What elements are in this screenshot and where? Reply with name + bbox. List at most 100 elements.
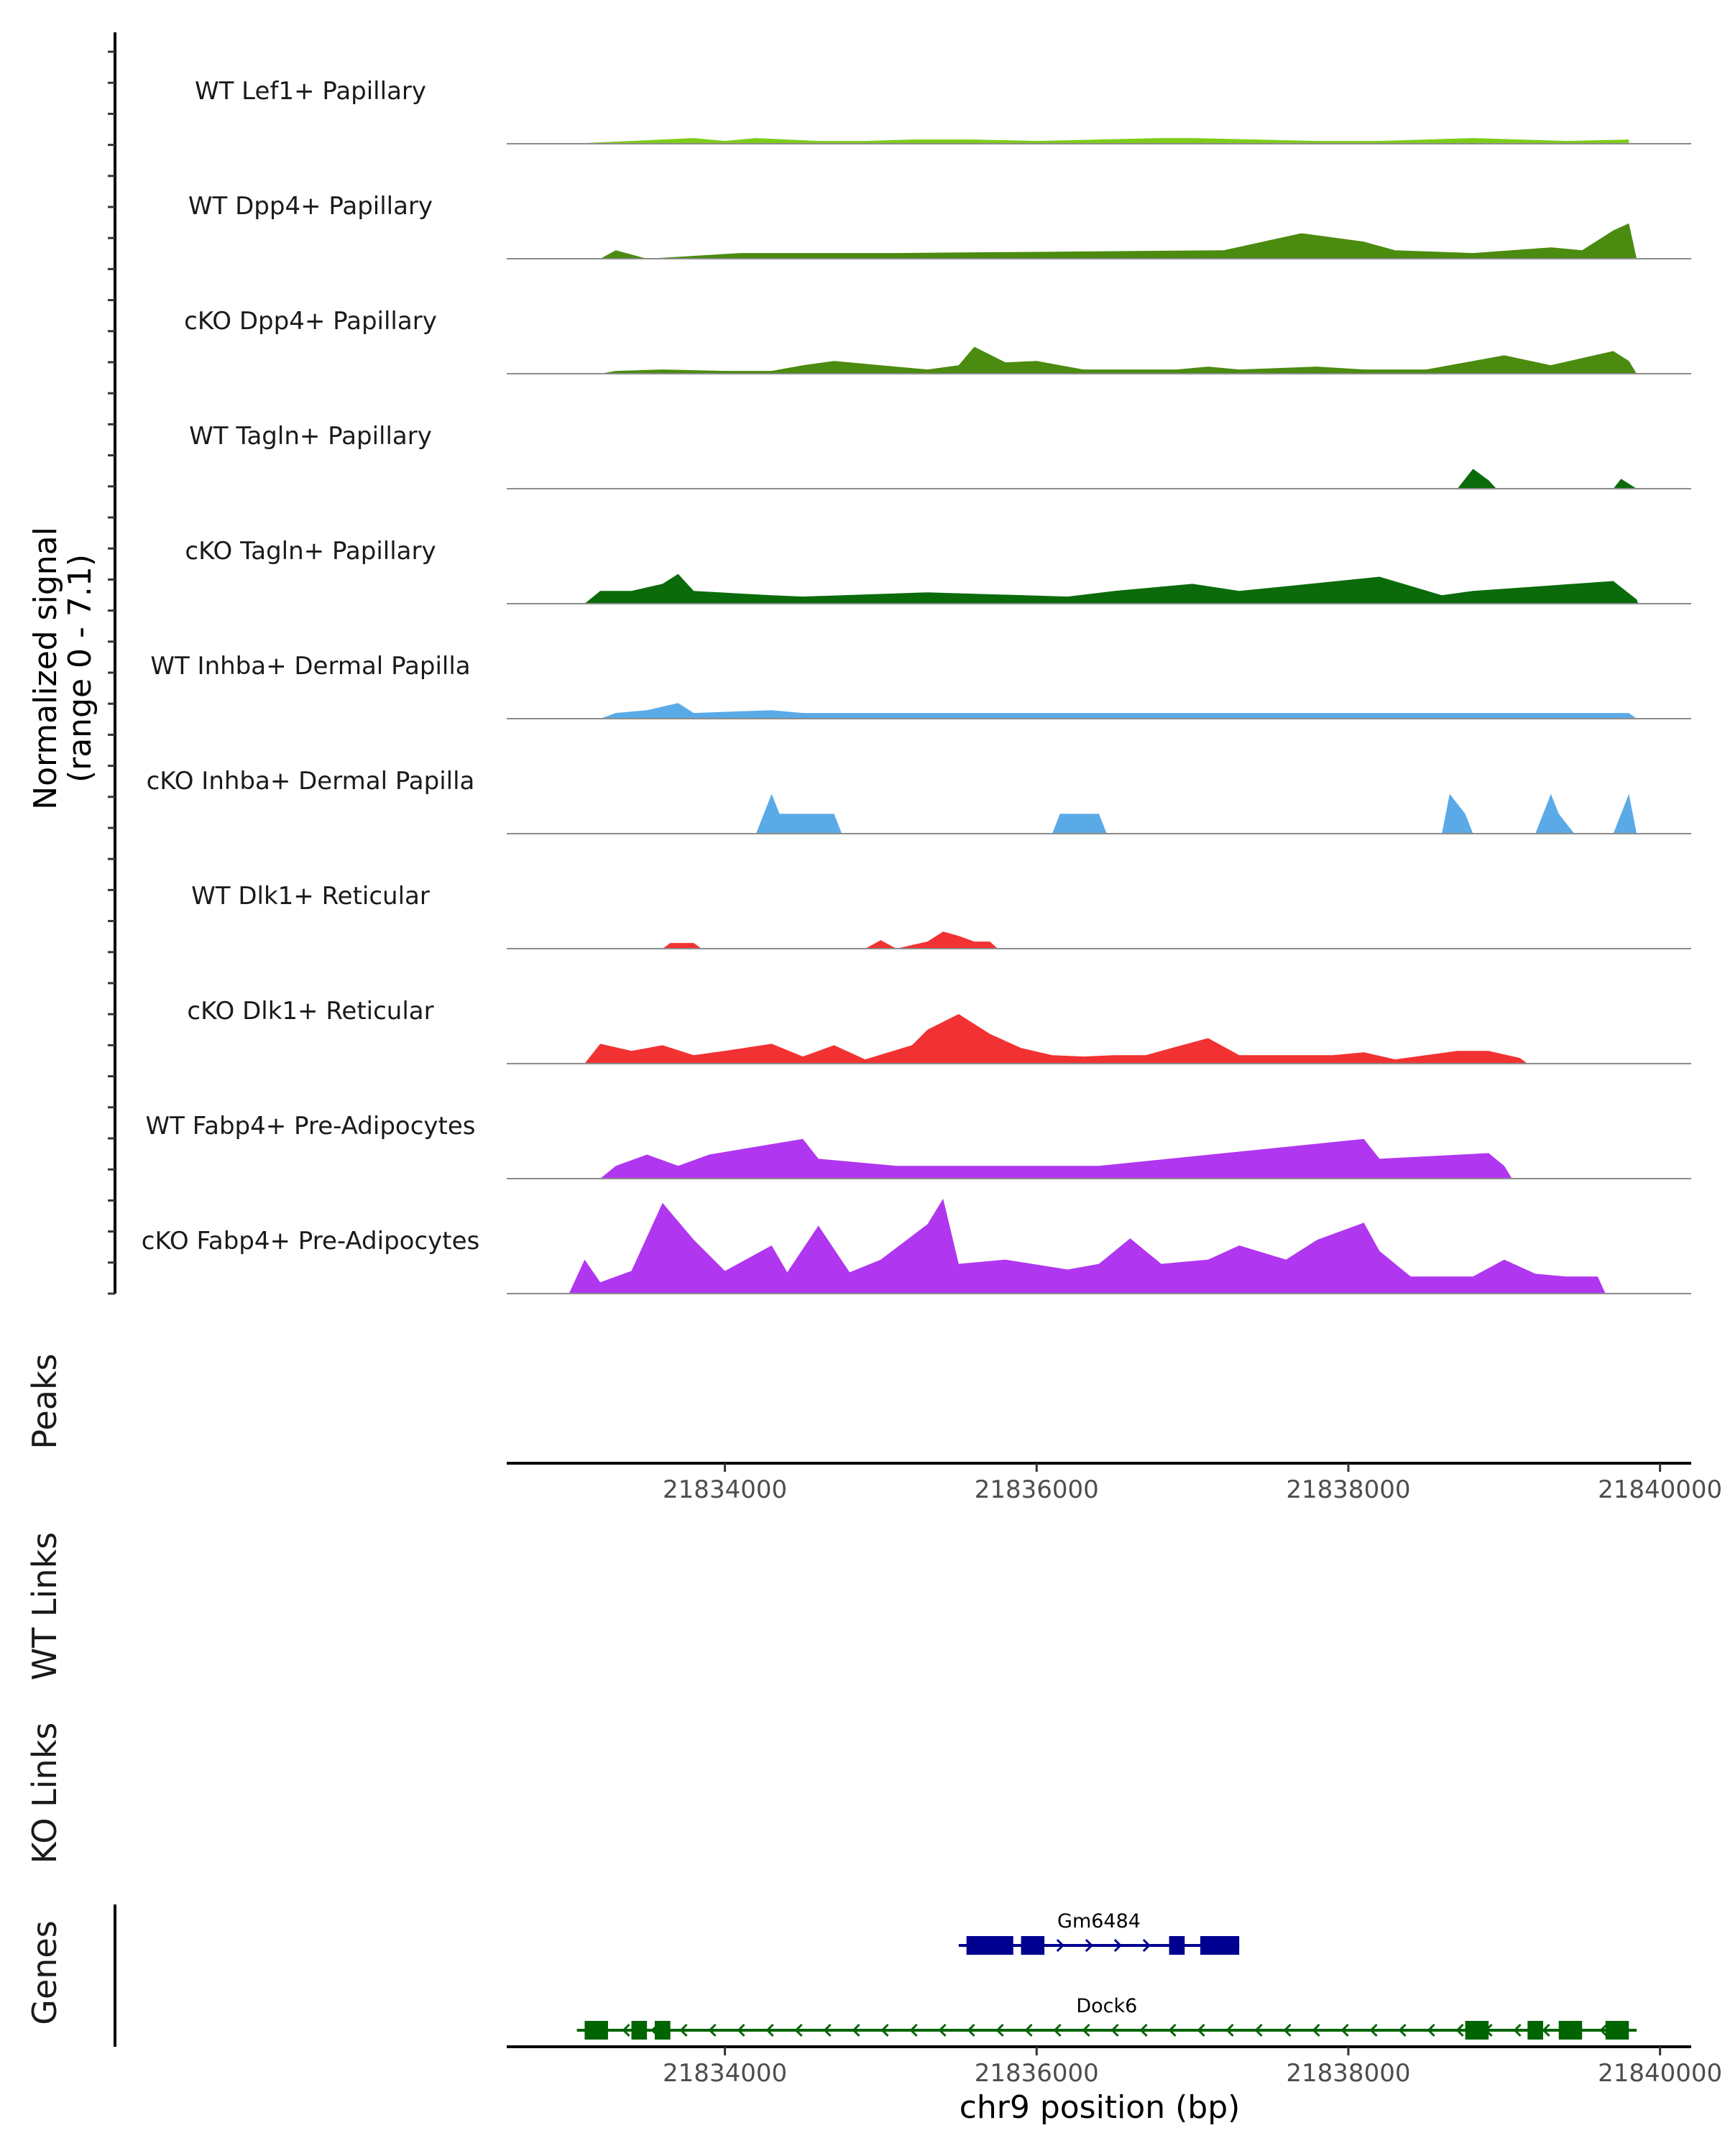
strand-arrow xyxy=(1053,2023,1062,2037)
x-tick-label: 21840000 xyxy=(1598,2059,1722,2088)
y-axis-title-line1: Normalized signal xyxy=(27,527,64,810)
track-cko-inhba-dermal-papilla: cKO Inhba+ Dermal Papilla xyxy=(147,767,1691,834)
track-wt-fabp4-pre-adipocytes: WT Fabp4+ Pre-Adipocytes xyxy=(146,1112,1691,1179)
strand-arrow xyxy=(1369,2023,1378,2037)
genes-x-axis: 21834000 21836000 21838000 21840000 xyxy=(507,2045,1722,2088)
strand-arrow xyxy=(1085,1938,1093,1953)
strand-arrow xyxy=(708,2023,717,2037)
x-tick-label: 21838000 xyxy=(1286,1475,1410,1504)
track-cko-dlk1-reticular: cKO Dlk1+ Reticular xyxy=(187,997,1691,1064)
strand-arrow xyxy=(967,2023,975,2037)
strand-arrow xyxy=(1254,2023,1263,2037)
track-label-cko-inhba-dermal-papilla: cKO Inhba+ Dermal Papilla xyxy=(147,767,475,796)
strand-arrow xyxy=(1056,1938,1064,1953)
strand-arrow xyxy=(938,2023,947,2037)
strand-arrow xyxy=(1340,2023,1349,2037)
strand-arrow xyxy=(1197,2023,1205,2037)
strand-arrow xyxy=(1542,2023,1550,2037)
track-cko-dpp4-papillary: cKO Dpp4+ Papillary xyxy=(184,307,1691,374)
strand-arrow xyxy=(1024,2023,1033,2037)
track-wt-inhba-dermal-papilla: WT Inhba+ Dermal Papilla xyxy=(150,652,1691,719)
strand-arrow xyxy=(1113,1938,1122,1953)
strand-arrow xyxy=(1398,2023,1407,2037)
x-tick-label: 21836000 xyxy=(975,2059,1099,2088)
strand-arrow xyxy=(765,2023,774,2037)
coverage-area-cko-tagln-papillary xyxy=(584,573,1639,604)
peaks-panel-title: Peaks xyxy=(25,1353,64,1449)
strand-arrow xyxy=(880,2023,889,2037)
coverage-area-cko-inhba-dermal-papilla xyxy=(755,793,1637,834)
strand-arrow xyxy=(909,2023,918,2037)
exon xyxy=(966,1936,1013,1955)
exon xyxy=(1169,1936,1185,1955)
strand-arrow xyxy=(737,2023,745,2037)
track-wt-tagln-papillary: WT Tagln+ Papillary xyxy=(189,422,1691,489)
track-cko-fabp4-pre-adipocytes: cKO Fabp4+ Pre-Adipocytes xyxy=(142,1198,1691,1294)
track-label-cko-dpp4-papillary: cKO Dpp4+ Papillary xyxy=(184,307,437,336)
strand-arrow xyxy=(622,2023,630,2037)
gene-dock6: Dock6 xyxy=(576,1995,1637,2040)
coverage-area-wt-dpp4-papillary xyxy=(600,223,1637,259)
strand-arrow xyxy=(679,2023,688,2037)
exon xyxy=(1527,2021,1543,2040)
track-cko-tagln-papillary: cKO Tagln+ Papillary xyxy=(185,537,1691,604)
x-axes: 21834000 21836000 21838000 2184000021834000… xyxy=(507,1462,1722,2088)
x-tick-label: 21834000 xyxy=(663,2059,787,2088)
strand-arrow xyxy=(1139,2023,1148,2037)
gene-label-gm6484: Gm6484 xyxy=(1057,1910,1141,1932)
strand-arrow xyxy=(823,2023,832,2037)
track-label-cko-tagln-papillary: cKO Tagln+ Papillary xyxy=(185,537,436,566)
exon xyxy=(1558,2021,1583,2040)
track-wt-dpp4-papillary: WT Dpp4+ Papillary xyxy=(188,192,1691,259)
exon xyxy=(1465,2021,1489,2040)
strand-arrow xyxy=(1283,2023,1292,2037)
strand-arrow xyxy=(995,2023,1004,2037)
strand-arrow xyxy=(1427,2023,1435,2037)
coverage-area-wt-tagln-papillary xyxy=(1457,469,1637,489)
exon xyxy=(1605,2021,1629,2040)
track-label-wt-fabp4-pre-adipocytes: WT Fabp4+ Pre-Adipocytes xyxy=(146,1112,476,1141)
strand-arrow xyxy=(1599,2023,1608,2037)
track-label-wt-dlk1-reticular: WT Dlk1+ Reticular xyxy=(191,882,430,911)
ko-links-panel-title: KO Links xyxy=(25,1723,64,1864)
x-tick-label: 21834000 xyxy=(663,1475,787,1504)
strand-arrow xyxy=(1225,2023,1234,2037)
coverage-area-wt-fabp4-pre-adipocytes xyxy=(600,1138,1512,1179)
track-wt-dlk1-reticular: WT Dlk1+ Reticular xyxy=(191,882,1691,949)
gene-gm6484: Gm6484 xyxy=(958,1910,1240,1955)
coverage-area-wt-inhba-dermal-papilla xyxy=(600,703,1637,719)
strand-arrow xyxy=(1312,2023,1320,2037)
wt-links-panel-title: WT Links xyxy=(25,1532,64,1680)
exon xyxy=(584,2021,608,2040)
strand-arrow xyxy=(1110,2023,1119,2037)
track-label-cko-dlk1-reticular: cKO Dlk1+ Reticular xyxy=(187,997,433,1026)
coverage-area-wt-dlk1-reticular xyxy=(662,931,998,949)
x-axis-title: chr9 position (bp) xyxy=(960,2089,1241,2126)
exon xyxy=(655,2021,671,2040)
track-label-cko-fabp4-pre-adipocytes: cKO Fabp4+ Pre-Adipocytes xyxy=(142,1227,480,1256)
track-label-wt-tagln-papillary: WT Tagln+ Papillary xyxy=(189,422,432,451)
exon xyxy=(631,2021,648,2040)
coverage-tracks: WT Lef1+ Papillary WT Dpp4+ Papillary cKO … xyxy=(108,32,1691,1295)
gene-label-dock6: Dock6 xyxy=(1076,1995,1137,2017)
strand-arrow xyxy=(1142,1938,1151,1953)
track-label-wt-inhba-dermal-papilla: WT Inhba+ Dermal Papilla xyxy=(150,652,470,681)
exon xyxy=(1021,1936,1045,1955)
strand-arrow xyxy=(1513,2023,1522,2037)
strand-arrow xyxy=(1455,2023,1464,2037)
track-label-wt-dpp4-papillary: WT Dpp4+ Papillary xyxy=(188,192,433,221)
track-wt-lef1-papillary: WT Lef1+ Papillary xyxy=(195,77,1691,144)
coverage-area-cko-fabp4-pre-adipocytes xyxy=(569,1198,1606,1294)
coverage-area-cko-dlk1-reticular xyxy=(584,1014,1528,1064)
strand-arrow xyxy=(1082,2023,1090,2037)
strand-arrow xyxy=(1168,2023,1177,2037)
coverage-area-wt-lef1-papillary xyxy=(569,138,1629,144)
coverage-area-cko-dpp4-papillary xyxy=(600,346,1637,374)
genes-panel-title: Genes xyxy=(25,1920,64,2024)
strand-arrow xyxy=(794,2023,803,2037)
peaks-x-axis: 21834000 21836000 21838000 21840000 xyxy=(507,1462,1722,1504)
x-tick-label: 21836000 xyxy=(975,1475,1099,1504)
x-tick-label: 21840000 xyxy=(1598,1475,1722,1504)
track-label-wt-lef1-papillary: WT Lef1+ Papillary xyxy=(195,77,426,106)
